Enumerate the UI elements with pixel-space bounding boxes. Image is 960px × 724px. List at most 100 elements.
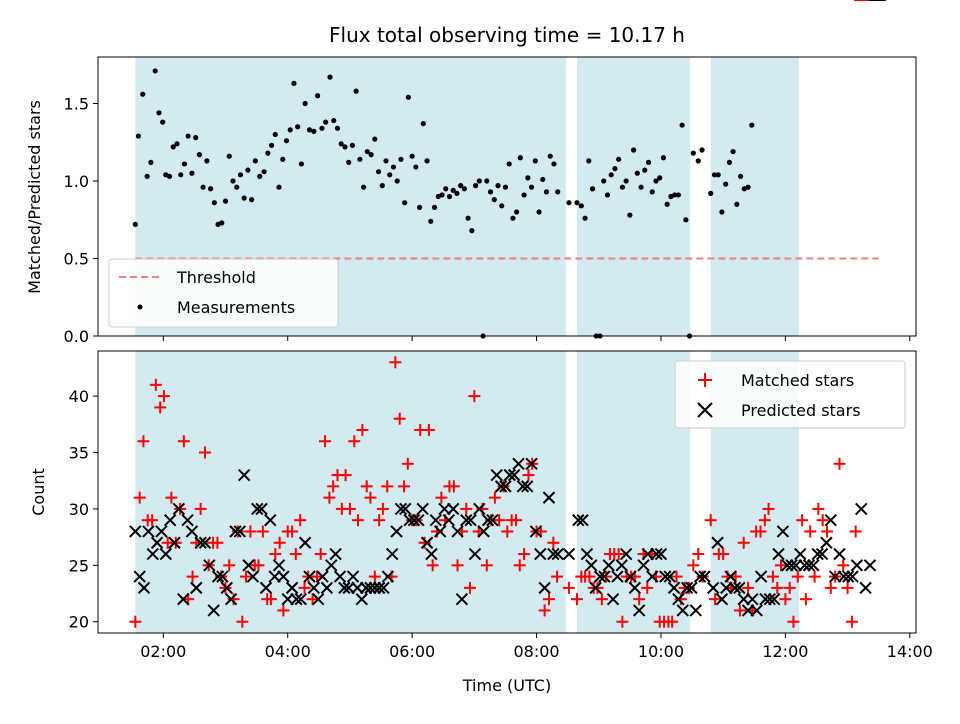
legend-measurements-label: Measurements <box>177 298 295 317</box>
predicted-star-marker <box>628 581 642 595</box>
measurement-point <box>181 161 188 167</box>
predicted-star-marker <box>251 502 264 516</box>
matched-star-marker <box>223 559 236 572</box>
matched-star-marker <box>289 548 302 561</box>
predicted-star-marker <box>220 581 233 595</box>
predicted-star-marker <box>294 592 307 606</box>
measurement-point <box>653 178 659 184</box>
matched-star-marker <box>236 615 249 628</box>
predicted-star-marker <box>412 513 425 527</box>
predicted-star-marker <box>503 468 517 482</box>
predicted-star-marker <box>521 480 534 493</box>
measurement-point <box>353 88 359 94</box>
measurement-point <box>193 135 199 141</box>
predicted-star-marker <box>525 457 538 471</box>
y-tick-label: 1.5 <box>64 95 89 114</box>
predicted-star-marker <box>685 581 698 595</box>
predicted-star-marker <box>237 468 251 482</box>
measurement-point <box>551 161 557 167</box>
matched-star-marker <box>674 593 687 606</box>
predicted-star-marker <box>307 581 321 595</box>
matched-star-marker <box>796 514 809 527</box>
measurement-point <box>604 192 611 198</box>
predicted-star-marker <box>754 570 768 583</box>
predicted-star-marker <box>637 559 650 572</box>
measurement-point <box>616 156 622 162</box>
measurement-point <box>204 158 210 164</box>
predicted-star-marker <box>381 570 395 583</box>
predicted-star-marker <box>576 513 589 527</box>
predicted-star-marker <box>763 592 777 606</box>
measurement-point <box>383 158 389 164</box>
predicted-star-marker <box>707 581 720 595</box>
predicted-star-marker <box>207 604 220 617</box>
predicted-star-marker <box>667 581 681 595</box>
predicted-star-marker <box>133 570 146 583</box>
predicted-star-marker <box>516 480 530 493</box>
x-tick-label: 12:00 <box>762 642 808 661</box>
predicted-star-marker <box>767 592 781 606</box>
predicted-star-marker <box>715 592 729 606</box>
matched-star-marker <box>352 514 365 527</box>
matched-star-marker <box>841 581 854 594</box>
measurement-point <box>510 215 516 221</box>
predicted-star-marker <box>811 547 824 561</box>
measurement-point <box>619 184 625 190</box>
predicted-star-marker <box>820 536 833 549</box>
predicted-star-marker <box>285 581 299 595</box>
matched-star-marker <box>373 514 386 527</box>
measurement-point <box>540 176 546 183</box>
measurement-point <box>268 142 275 148</box>
y-tick-label: 35 <box>69 444 89 463</box>
legend-matched-swatch <box>698 373 712 387</box>
measurement-point <box>280 156 286 162</box>
matched-star-marker <box>451 559 464 572</box>
measurement-point <box>491 197 497 203</box>
measurement-point <box>295 124 301 130</box>
matched-star-marker <box>493 514 506 527</box>
predicted-star-marker <box>481 513 495 527</box>
measurement-point <box>484 178 490 184</box>
matched-star-marker <box>762 502 775 515</box>
measurement-point <box>140 91 146 97</box>
predicted-star-marker <box>325 559 338 572</box>
predicted-star-marker <box>654 547 668 561</box>
predicted-star-marker <box>329 547 342 561</box>
measurement-point <box>502 184 509 190</box>
measurement-point <box>185 133 191 139</box>
predicted-star-marker <box>194 536 207 549</box>
matched-star-marker <box>426 559 439 572</box>
measurement-point <box>487 189 494 195</box>
measurement-point <box>657 175 663 181</box>
measurement-point <box>331 117 337 124</box>
bottom-y-ticks: 20 25 30 35 40 <box>69 387 98 632</box>
predicted-star-marker <box>185 525 199 538</box>
x-tick-label: 06:00 <box>389 642 435 661</box>
predicted-star-marker <box>477 525 490 538</box>
predicted-star-marker <box>606 592 620 606</box>
measurement-point <box>745 184 751 190</box>
predicted-star-marker <box>512 457 525 471</box>
measurement-point <box>638 184 644 190</box>
measurement-point <box>532 158 538 164</box>
measurement-point <box>170 144 176 150</box>
measurement-point <box>420 121 426 127</box>
matched-star-marker <box>410 514 423 527</box>
measurement-point <box>521 192 527 198</box>
x-tick-label: 14:00 <box>887 642 933 661</box>
matched-star-marker <box>447 480 460 493</box>
matched-star-marker <box>154 401 167 414</box>
measurement-point <box>342 144 348 150</box>
bottom-legend: Matched stars Predicted stars <box>674 360 906 429</box>
matched-star-marker <box>277 604 290 617</box>
matched-star-marker <box>616 615 629 628</box>
predicted-star-marker <box>399 502 412 516</box>
measurement-point <box>730 148 736 155</box>
predicted-star-marker <box>338 581 351 595</box>
matched-star-marker <box>779 593 792 606</box>
predicted-star-marker <box>390 525 403 538</box>
legend-threshold-label: Threshold <box>176 268 256 287</box>
predicted-star-marker <box>580 547 594 561</box>
measurement-point <box>160 119 166 125</box>
y-tick-label: 25 <box>69 556 89 575</box>
